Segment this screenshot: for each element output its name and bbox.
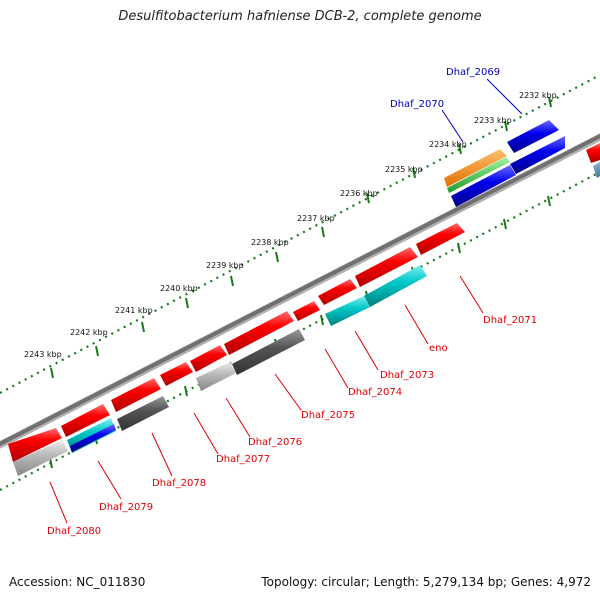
accession-text: Accession: NC_011830: [9, 575, 146, 589]
gene-label-dhaf-2079: Dhaf_2079: [99, 502, 153, 513]
tick-label: 2235 kbp: [385, 165, 423, 174]
gene-arrow-overlay: [70, 424, 116, 452]
gene-arrow: [232, 329, 305, 375]
gene-arrow: [451, 165, 516, 207]
gene-label-dhaf-2070: Dhaf_2070: [390, 99, 444, 110]
gene-arrow: [61, 404, 110, 437]
tick-label: 2236 kbp: [340, 189, 378, 198]
tick-label: 2237 kbp: [297, 214, 335, 223]
tick-label: 2240 kbp: [160, 284, 198, 293]
gene-arrow: [117, 396, 169, 431]
gene-arrow-dhaf-2070-orange: [444, 149, 507, 187]
map-title: Desulfitobacterium hafniense DCB-2, comp…: [118, 9, 482, 24]
tick-label: 2233 kbp: [474, 116, 512, 125]
gene-arrow: [196, 362, 236, 391]
gene-label-dhaf-2078: Dhaf_2078: [152, 478, 206, 489]
gene-label-dhaf-2075: Dhaf_2075: [301, 410, 355, 421]
gene-arrow-dhaf-2069: [507, 120, 559, 153]
gene-arrow: [13, 440, 68, 476]
gene-arrow-edge: [593, 162, 600, 178]
tick-label: 2241 kbp: [115, 306, 153, 315]
gene-arrow-edge: [586, 143, 600, 163]
gene-arrow: [111, 378, 161, 412]
gene-label-eno: eno: [429, 343, 448, 354]
gene-arrow: [224, 311, 294, 355]
gene-label-dhaf-2073: Dhaf_2073: [380, 370, 434, 381]
forward-genes: [8, 120, 600, 462]
reverse-leaders: [49, 275, 484, 524]
gene-label-dhaf-2071: Dhaf_2071: [483, 315, 537, 326]
tick-label: 2243 kbp: [24, 350, 62, 359]
gene-arrow: [510, 136, 565, 174]
gene-arrow: [416, 223, 465, 255]
topology-text: Topology: circular; Length: 5,279,134 bp…: [261, 575, 591, 589]
tick-label: 2242 kbp: [70, 328, 108, 337]
backbone-core: [0, 133, 600, 447]
gene-label-dhaf-2069: Dhaf_2069: [446, 67, 500, 78]
reverse-genes: [13, 136, 600, 476]
gene-label-dhaf-2076: Dhaf_2076: [248, 437, 302, 448]
tick-label: 2239 kbp: [206, 261, 244, 270]
tick-label: 2234 kbp: [429, 140, 467, 149]
forward-leaders: [441, 78, 523, 143]
tick-label: 2238 kbp: [251, 238, 289, 247]
outer-major-ticks: [50, 96, 552, 379]
gene-arrow: [355, 247, 418, 287]
gene-arrow: [8, 428, 62, 462]
gene-label-dhaf-2080: Dhaf_2080: [47, 526, 101, 537]
gene-arrow: [190, 345, 227, 372]
gene-label-dhaf-2074: Dhaf_2074: [348, 387, 402, 398]
gene-arrow: [325, 296, 370, 326]
gene-labels: Dhaf_2069 Dhaf_2070 Dhaf_2071 eno Dhaf_2…: [47, 67, 537, 537]
outer-scale-line: [0, 74, 600, 394]
gene-arrow: [364, 265, 427, 307]
gene-arrow: [293, 301, 320, 321]
gene-arrow: [318, 279, 357, 305]
gene-arrow-dhaf-2070-green: [447, 157, 510, 193]
tick-label: 2232 kbp: [519, 91, 557, 100]
scale-tick-labels: 2232 kbp 2233 kbp 2234 kbp 2235 kbp 2236…: [24, 91, 557, 359]
gene-label-dhaf-2077: Dhaf_2077: [216, 454, 270, 465]
gene-arrow: [160, 362, 193, 386]
